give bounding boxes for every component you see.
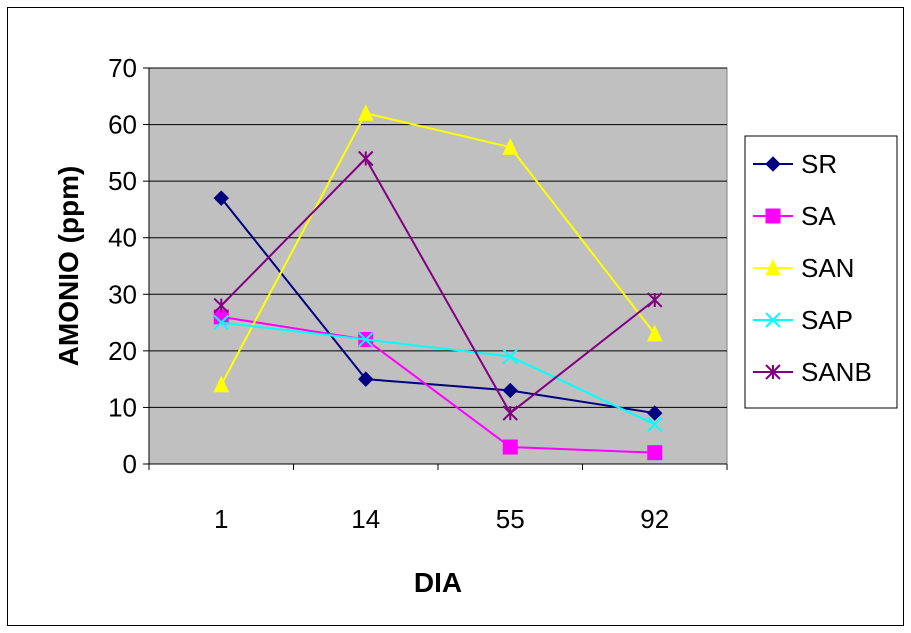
- data-point: [647, 445, 663, 461]
- series-line: [221, 321, 656, 426]
- series-line: [220, 197, 655, 415]
- data-point: [502, 382, 518, 399]
- data-point: [358, 371, 374, 387]
- legend-item-san: SAN: [753, 253, 854, 283]
- series-san: [213, 104, 663, 393]
- data-point: [502, 138, 519, 155]
- y-tick-label: 40: [108, 223, 137, 253]
- data-point: [213, 297, 229, 314]
- plot-area: [143, 67, 728, 470]
- data-point: [358, 331, 374, 348]
- y-tick-label: 30: [108, 279, 137, 309]
- data-point: [646, 324, 663, 342]
- data-point: [213, 375, 230, 393]
- y-tick-label: 0: [123, 449, 137, 479]
- x-tick-label: 1: [214, 504, 228, 534]
- series-sanb: [213, 150, 663, 421]
- plot-background: [148, 67, 728, 465]
- x-tick-label: 92: [640, 504, 669, 534]
- x-axis-title: DIA: [414, 567, 462, 598]
- legend-swatch-marker: [765, 364, 781, 380]
- y-axis-title: AMONIO (ppm): [53, 166, 84, 367]
- y-tick-label: 10: [108, 392, 137, 422]
- series-line: [221, 315, 655, 454]
- series-lines: [213, 104, 663, 461]
- series-line: [220, 156, 656, 415]
- y-tick-label: 50: [108, 166, 137, 196]
- legend-item-sanb: SANB: [753, 357, 872, 387]
- data-point: [358, 150, 374, 167]
- x-tick-label: 14: [351, 504, 380, 534]
- data-point: [502, 439, 518, 455]
- legend-item-sap: SAP: [753, 305, 853, 335]
- data-point: [502, 348, 518, 365]
- y-tick-label: 70: [108, 53, 137, 83]
- y-tick-label: 60: [108, 110, 137, 140]
- data-point: [647, 292, 663, 308]
- legend-label: SA: [801, 201, 836, 231]
- legend-label: SAN: [801, 253, 854, 283]
- legend-swatch-marker: [765, 156, 781, 172]
- series-sap: [213, 314, 663, 433]
- data-point: [647, 416, 663, 433]
- data-point: [357, 104, 374, 121]
- data-point: [502, 405, 518, 421]
- legend-label: SAP: [801, 305, 853, 335]
- series-line: [220, 112, 656, 386]
- x-tick-label: 55: [496, 504, 525, 534]
- legend-item-sa: SA: [753, 201, 836, 231]
- legend-swatch-marker: [765, 208, 781, 224]
- series-sa: [213, 309, 663, 461]
- data-point: [647, 405, 663, 421]
- legend-label: SANB: [801, 357, 872, 387]
- y-tick-labels: 0 10 20 30 40 50 60 70: [108, 53, 137, 479]
- data-point: [213, 314, 229, 331]
- series-sr: [213, 190, 663, 421]
- gridlines: [149, 67, 727, 408]
- axes: [143, 67, 728, 470]
- data-point: [213, 190, 229, 206]
- legend: SR SA SAN SAP SANB: [744, 135, 898, 409]
- legend-label: SR: [801, 149, 837, 179]
- x-tick-labels: 1 14 55 92: [214, 504, 669, 534]
- legend-item-sr: SR: [753, 149, 837, 179]
- legend-swatch-marker: [765, 312, 781, 328]
- y-tick-label: 20: [108, 336, 137, 366]
- legend-swatch-marker: [765, 258, 781, 276]
